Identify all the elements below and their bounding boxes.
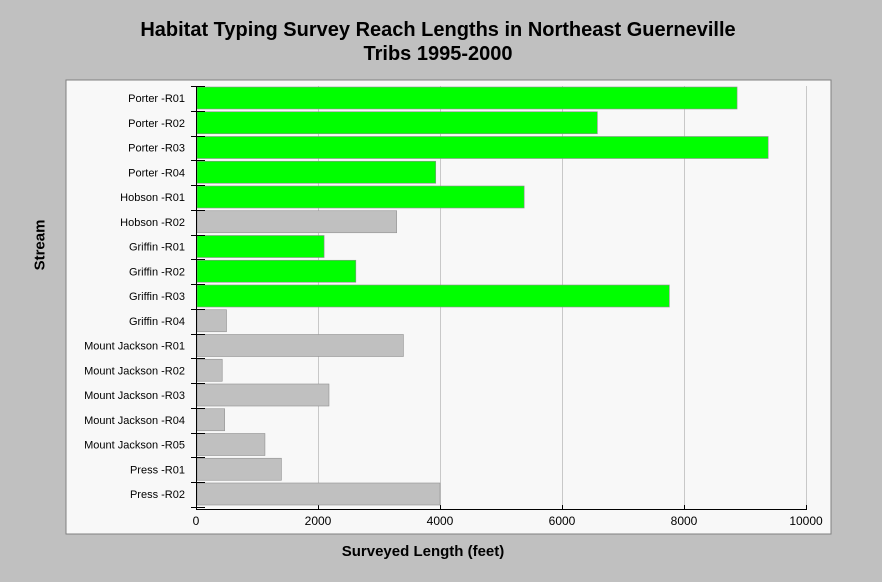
bar (196, 185, 525, 209)
chart-title-line-1: Habitat Typing Survey Reach Lengths in N… (140, 19, 736, 41)
bar (196, 136, 769, 159)
x-axis-label-wrap: Surveyed Length (feet) (0, 543, 882, 560)
y-tick-label: Griffin -R01 (129, 242, 185, 254)
y-tick-label: Griffin -R02 (129, 266, 185, 278)
x-tick-label: 8000 (671, 514, 698, 528)
bar (196, 235, 325, 258)
y-tick-label: Porter -R03 (128, 143, 185, 155)
y-tick-label: Mount Jackson -R03 (84, 390, 185, 402)
chart-title-line-2: Tribs 1995-2000 (363, 43, 513, 65)
x-tick-label: 2000 (305, 514, 332, 528)
y-tick-label: Griffin -R03 (129, 291, 185, 303)
bar (196, 383, 330, 407)
x-tick-label: 0 (193, 514, 200, 528)
y-tick-label: Porter -R01 (128, 93, 185, 105)
y-tick-label: Porter -R04 (128, 167, 185, 179)
x-tick-label: 4000 (427, 514, 454, 528)
y-tick-label: Press -R02 (130, 489, 185, 501)
y-tick-label: Hobson -R02 (120, 217, 185, 229)
y-tick-label: Mount Jackson -R04 (84, 415, 185, 427)
x-axis-label: Surveyed Length (feet) (341, 543, 505, 560)
bar (196, 86, 738, 110)
y-tick-label: Mount Jackson -R05 (84, 440, 185, 452)
bar (196, 358, 223, 382)
x-tick-label: 10000 (789, 514, 823, 528)
bar (196, 111, 598, 135)
bar (196, 309, 227, 333)
y-tick-label: Mount Jackson -R02 (84, 365, 185, 377)
x-tick-label: 6000 (549, 514, 576, 528)
bar (196, 482, 441, 506)
bar (196, 210, 397, 234)
bar (196, 259, 357, 283)
bar (196, 284, 670, 308)
chart-title: Habitat Typing Survey Reach Lengths in N… (0, 18, 876, 66)
bar (196, 160, 437, 184)
bar (196, 433, 266, 456)
y-tick-label: Griffin -R04 (129, 316, 185, 328)
y-tick-label: Porter -R02 (128, 118, 185, 130)
y-tick-label: Mount Jackson -R01 (84, 341, 185, 353)
bar (196, 408, 225, 432)
y-tick-label: Press -R01 (130, 464, 185, 476)
bar (196, 457, 282, 481)
y-tick-label: Hobson -R01 (120, 192, 185, 204)
bar (196, 334, 404, 357)
